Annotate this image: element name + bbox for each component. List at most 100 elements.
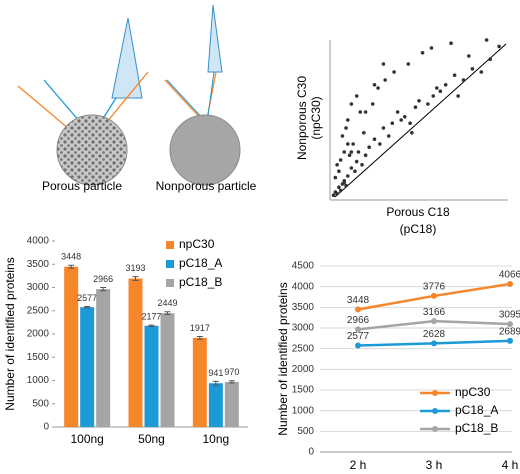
point	[338, 188, 343, 193]
point	[367, 145, 371, 149]
point	[381, 126, 386, 130]
marker	[507, 337, 513, 344]
diagonal-line	[334, 43, 507, 198]
point	[372, 137, 377, 141]
point	[461, 78, 466, 82]
point	[370, 102, 375, 106]
point	[340, 134, 345, 138]
error-bar	[212, 380, 219, 386]
legend-swatch	[166, 241, 174, 249]
x-axis-label: Porous C18	[386, 205, 450, 219]
point	[349, 166, 354, 170]
y-tick-label: 1000	[27, 375, 50, 386]
point	[417, 99, 421, 103]
point	[353, 169, 357, 173]
y-tick-label: 3000	[292, 323, 315, 334]
point	[344, 126, 348, 130]
y-tick-label: 2500	[27, 305, 50, 316]
y-tick-label: 3500	[27, 259, 50, 270]
bar	[160, 313, 175, 427]
marker	[431, 292, 437, 299]
point	[406, 62, 411, 66]
marker	[507, 280, 513, 287]
diagram-label: Porous particle	[42, 179, 122, 193]
legend-label: pC18_A	[179, 256, 222, 270]
point	[413, 105, 418, 109]
point	[429, 46, 434, 50]
point	[383, 78, 387, 82]
bar	[224, 381, 239, 427]
y-tick-label: 4000	[292, 281, 315, 292]
value-label: 970	[224, 367, 239, 377]
porous-particle	[56, 114, 128, 186]
point	[346, 118, 350, 122]
y-tick-label: 0	[308, 447, 314, 458]
point	[363, 153, 368, 157]
point	[402, 115, 407, 119]
x-tick-label: 4 h	[502, 458, 519, 472]
point	[399, 118, 404, 122]
value-label: 4066	[499, 270, 520, 281]
point	[470, 67, 475, 71]
legend-marker	[432, 390, 438, 396]
bar	[128, 278, 143, 427]
y-tick-label: 1000	[292, 405, 315, 416]
point	[349, 150, 354, 154]
point	[358, 110, 363, 114]
bar	[64, 266, 79, 427]
value-label: 3095	[499, 310, 520, 321]
point	[354, 159, 359, 164]
point	[410, 131, 414, 135]
y-tick-label: 4500	[292, 261, 315, 272]
value-label: 3448	[347, 295, 370, 306]
value-label: 1917	[190, 323, 210, 333]
legend-marker	[432, 408, 438, 414]
point	[376, 86, 380, 90]
point	[488, 57, 493, 61]
point	[426, 102, 430, 106]
point	[351, 142, 355, 146]
error-bar	[228, 380, 235, 384]
legend-swatch	[166, 279, 174, 287]
value-label: 2177	[141, 311, 161, 321]
bar	[208, 383, 223, 427]
point	[420, 51, 425, 55]
point	[333, 175, 338, 180]
marker	[507, 321, 513, 328]
y-tick-label: 500	[32, 398, 49, 409]
legend-marker	[432, 426, 438, 432]
point	[372, 83, 377, 87]
marker	[431, 318, 437, 325]
error-bar	[100, 286, 107, 292]
y-axis-label: Number of identified proteins	[276, 282, 290, 435]
error-bar	[84, 305, 91, 309]
point	[443, 83, 448, 87]
point	[392, 70, 396, 74]
point	[346, 174, 350, 178]
value-label: 2577	[77, 293, 97, 303]
marker	[355, 306, 361, 313]
point	[335, 163, 339, 167]
value-label: 2628	[423, 329, 446, 340]
point	[342, 150, 347, 154]
point	[386, 134, 391, 138]
x-tick-label: 3 h	[426, 458, 443, 472]
bar	[96, 289, 111, 427]
y-tick-label: 3000	[27, 282, 50, 293]
value-label: 941	[208, 368, 223, 378]
point	[408, 121, 412, 125]
error-bar	[164, 311, 171, 316]
value-label: 2689	[499, 326, 520, 337]
point	[354, 94, 359, 98]
x-tick-label: 50ng	[138, 432, 165, 446]
point	[342, 180, 347, 185]
point	[349, 102, 354, 106]
point	[484, 38, 489, 42]
point	[360, 163, 364, 167]
x-axis-label: (pC18)	[400, 222, 437, 236]
y-tick-label: 2500	[292, 343, 315, 354]
point	[390, 121, 395, 125]
point	[479, 70, 484, 74]
point	[335, 191, 339, 196]
point	[456, 94, 460, 98]
